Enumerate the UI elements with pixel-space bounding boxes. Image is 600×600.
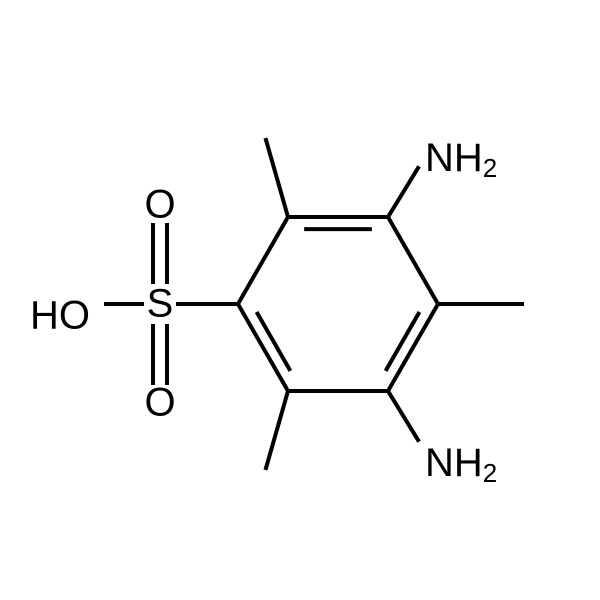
oxygen-bottom-label: O xyxy=(144,381,175,425)
hydroxyl-label: HO xyxy=(30,294,90,338)
molecule-diagram: S O O HO NH2 NH2 xyxy=(0,0,600,600)
amino-top-label: NH2 xyxy=(425,136,497,183)
amino-bottom-label: NH2 xyxy=(425,441,497,488)
sulfur-label: S xyxy=(147,282,174,326)
oxygen-top-label: O xyxy=(144,183,175,227)
